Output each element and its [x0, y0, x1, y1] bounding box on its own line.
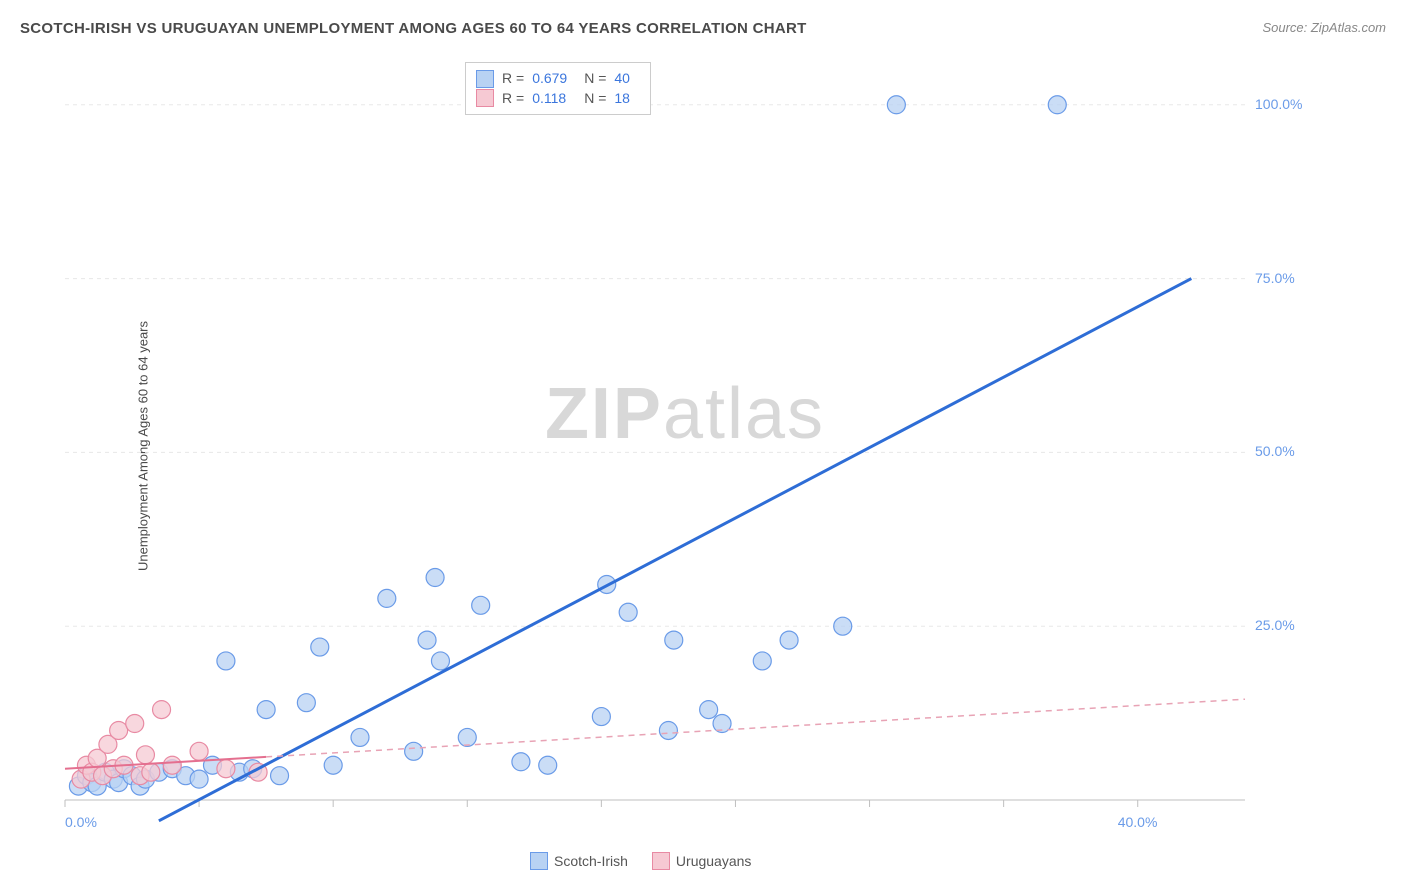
legend-label: Uruguayans — [676, 853, 752, 869]
series-swatch — [476, 70, 494, 88]
y-tick-label: 25.0% — [1255, 617, 1295, 633]
legend-swatch — [652, 852, 670, 870]
x-tick-label: 40.0% — [1118, 814, 1158, 830]
y-tick-label: 75.0% — [1255, 270, 1295, 286]
scatter-chart-svg — [55, 60, 1315, 830]
y-tick-label: 50.0% — [1255, 443, 1295, 459]
legend-item: Uruguayans — [652, 852, 752, 870]
stats-row: R = 0.118 N = 18 — [476, 89, 640, 109]
legend-swatch — [530, 852, 548, 870]
r-label: R = — [502, 89, 524, 109]
n-label: N = — [584, 89, 606, 109]
legend-label: Scotch-Irish — [554, 853, 628, 869]
stats-row: R = 0.679 N = 40 — [476, 69, 640, 89]
y-tick-label: 100.0% — [1255, 96, 1302, 112]
n-label: N = — [584, 69, 606, 89]
series-legend: Scotch-Irish Uruguayans — [530, 852, 751, 870]
chart-title: SCOTCH-IRISH VS URUGUAYAN UNEMPLOYMENT A… — [20, 20, 807, 37]
x-tick-label: 0.0% — [65, 814, 97, 830]
r-label: R = — [502, 69, 524, 89]
source-label: Source: ZipAtlas.com — [1262, 20, 1386, 35]
series-swatch — [476, 89, 494, 107]
stats-legend-box: R = 0.679 N = 40 R = 0.118 N = 18 — [465, 62, 651, 115]
plot-area: ZIPatlas — [55, 60, 1315, 830]
n-value: 40 — [614, 69, 640, 89]
r-value: 0.118 — [532, 89, 576, 109]
legend-item: Scotch-Irish — [530, 852, 628, 870]
n-value: 18 — [614, 89, 640, 109]
r-value: 0.679 — [532, 69, 576, 89]
